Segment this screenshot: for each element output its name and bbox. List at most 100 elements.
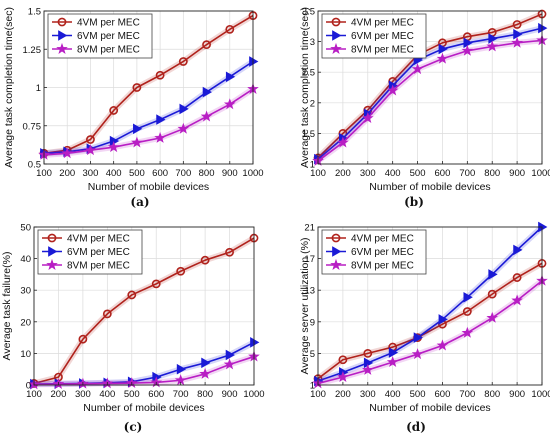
data-point [462,307,472,316]
series-1 [313,9,547,163]
data-point [361,363,374,375]
data-point [411,63,424,75]
x-tick-label: 1000 [531,168,550,179]
x-tick-label: 400 [385,168,401,179]
data-point [127,290,137,300]
x-tick-label: 500 [129,168,145,179]
data-point [225,71,236,83]
legend-marker [47,233,57,243]
y-axis-label: Average task completion time(sec) [299,7,311,168]
x-tick-label: 1000 [243,389,264,400]
y-tick-label: 50 [20,223,31,234]
data-point [488,33,498,44]
x-tick-label: 500 [410,168,426,179]
x-tick-label: 800 [484,168,500,179]
x-tick-label: 600 [152,168,168,179]
data-point [151,279,161,289]
data-point [178,57,188,66]
x-tick-label: 600 [148,389,164,400]
data-point [461,44,474,56]
panel-label: (a) [130,195,149,209]
data-point [386,355,399,368]
y-tick-label: 40 [20,254,31,265]
data-point [176,363,187,375]
x-tick-label: 200 [335,389,351,400]
x-tick-label: 300 [360,168,376,179]
y-tick-label: 3 [310,37,315,48]
y-tick-label: 0 [26,381,31,392]
data-point [463,37,473,49]
data-point [202,40,211,50]
x-tick-label: 400 [106,168,122,179]
series-3 [38,82,259,160]
data-point [179,103,189,115]
x-tick-label: 1000 [242,168,263,179]
data-point [199,367,211,379]
series-3 [312,34,548,166]
legend-label: 8VM per MEC [351,261,414,272]
axes-frame [317,226,543,386]
legend-label: 4VM per MEC [77,18,140,29]
data-point [225,24,235,34]
x-tick-label: 900 [509,389,525,400]
y-tick-label: 0.5 [28,160,41,171]
legend-label: 6VM per MEC [67,247,130,258]
legend-marker [331,17,341,27]
data-point [200,255,210,265]
x-tick-label: 100 [310,389,326,400]
data-point [337,370,349,383]
legend-label: 8VM per MEC [351,45,414,56]
data-point [223,358,236,370]
data-point [388,347,399,358]
chart-panel-1: 100 200 300 400 500 600 700 800 900 1000 0.5 0.75 1 1… [3,7,264,210]
data-point [202,86,212,98]
chart-panel-2: 100 200 300 400 500 600 700 800 900 1000 1 1.5 2 2.5 3… [299,7,550,210]
y-tick-label: 2.5 [302,68,315,79]
data-point [132,83,142,92]
series-line [33,237,255,385]
y-axis-label: Average server utilization (%) [299,238,311,375]
data-point [363,348,373,358]
x-tick-label: 100 [26,389,42,400]
y-tick-label: 21 [304,223,315,234]
data-point [463,292,473,303]
legend-marker [48,246,58,257]
data-point [201,357,211,369]
series-line [43,60,254,155]
x-tick-label: 200 [51,389,67,400]
panel-label: (c) [124,420,143,434]
y-tick-label: 10 [20,349,31,360]
data-point [177,122,190,134]
legend-label: 8VM per MEC [67,261,130,272]
legend-marker [332,30,342,41]
x-axis-label: Number of mobile devices [369,402,490,414]
data-point [61,147,74,159]
legend-label: 8VM per MEC [77,45,140,56]
x-tick-label: 800 [484,389,500,400]
data-point [223,98,236,110]
y-tick-label: 3.5 [302,7,315,18]
x-tick-label: 900 [222,389,238,400]
data-point [107,141,120,153]
series-line [317,226,543,382]
x-tick-label: 500 [124,389,140,400]
x-tick-label: 400 [99,389,115,400]
data-point [486,40,499,52]
data-point [487,289,497,299]
data-point [538,22,548,34]
data-point [225,349,235,361]
legend-label: 4VM per MEC [351,18,414,29]
data-point [363,357,374,369]
y-tick-label: 2 [310,98,315,109]
data-point [338,355,348,365]
legend-marker [57,17,67,27]
x-tick-label: 300 [83,168,99,179]
data-point [386,84,399,96]
data-point [156,114,166,125]
data-point [78,334,88,344]
series-3 [312,274,548,389]
chart-panel-4: 100 200 300 400 500 600 700 800 900 1000 1 5 9 13 17 21… [299,221,550,434]
data-point [413,332,423,343]
